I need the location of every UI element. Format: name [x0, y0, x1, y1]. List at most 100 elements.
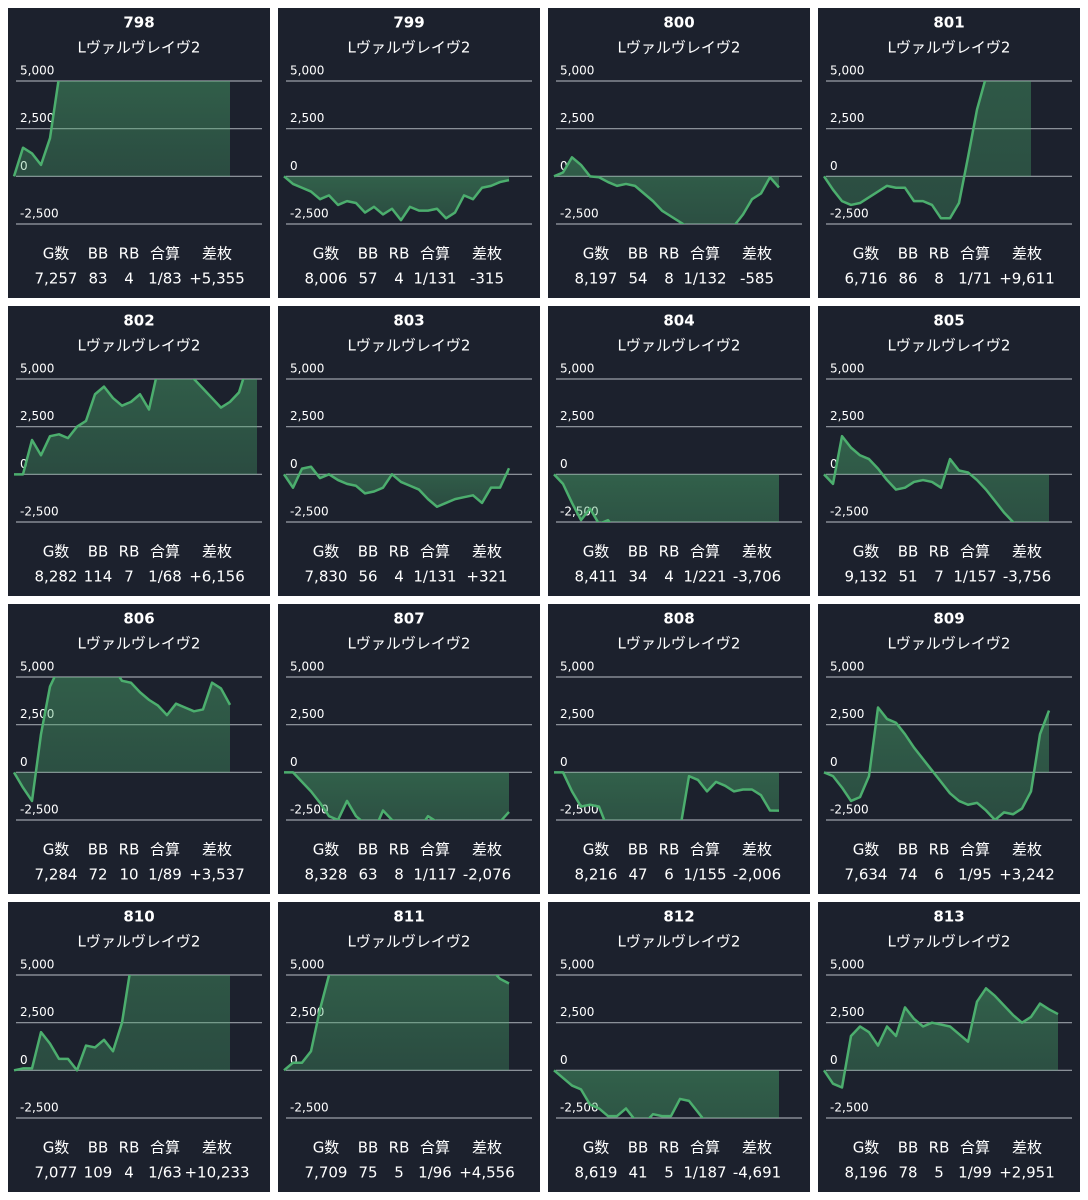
plot: [553, 1069, 779, 1118]
y-tick-label: 0: [560, 457, 568, 471]
stat-header: RB: [659, 841, 680, 859]
chart-title: 811: [393, 908, 424, 926]
stat-value: +3,537: [189, 866, 245, 884]
stat-header: 差枚: [742, 543, 772, 561]
stat-header: 差枚: [472, 841, 502, 859]
area: [824, 436, 1049, 522]
stat-header: RB: [929, 1139, 950, 1157]
line: [12, 677, 232, 803]
stat-value: 8,411: [575, 568, 618, 586]
stat-header: 合算: [690, 543, 720, 561]
stat-header: RB: [119, 841, 140, 859]
area: [824, 988, 1058, 1088]
area: [824, 81, 1031, 219]
stat-header: G数: [43, 245, 70, 263]
stat-value: 1/63: [148, 1164, 182, 1182]
stat-header: 合算: [420, 245, 450, 263]
stat-header: 差枚: [742, 245, 772, 263]
chart-title: 799: [393, 14, 424, 32]
chart-title: 806: [123, 610, 154, 628]
y-tick-label: 5,000: [20, 660, 54, 674]
stat-value: 1/187: [683, 1164, 726, 1182]
chart-title: 809: [933, 610, 964, 628]
stat-header: RB: [119, 245, 140, 263]
chart-panel: 810 Lヴァルヴレイヴ2 5,000 2,500 0 -2,500 G数 7,077 BB 10…: [8, 902, 270, 1192]
stat-header: BB: [358, 1139, 379, 1157]
stat-value: 4: [394, 568, 404, 586]
stat-header: RB: [389, 245, 410, 263]
chart-panel: 813 Lヴァルヴレイヴ2 5,000 2,500 0 -2,500 G数 8,196 BB 78…: [818, 902, 1080, 1192]
stat-value: 114: [84, 568, 113, 586]
chart-subtitle: Lヴァルヴレイヴ2: [618, 337, 741, 355]
stat-value: 5: [664, 1164, 674, 1182]
chart-subtitle: Lヴァルヴレイヴ2: [888, 337, 1011, 355]
chart-title: 801: [933, 14, 964, 32]
stat-value: +4,556: [459, 1164, 515, 1182]
stat-header: RB: [929, 245, 950, 263]
stat-header: 合算: [420, 1139, 450, 1157]
stat-value: 63: [358, 866, 377, 884]
y-tick-label: 2,500: [290, 111, 324, 125]
stat-value: 1/89: [148, 866, 182, 884]
stat-value: 1/132: [683, 270, 726, 288]
y-tick-label: 5,000: [290, 362, 324, 376]
y-tick-label: 0: [560, 755, 568, 769]
stat-header: G数: [313, 841, 340, 859]
stat-value: 5: [394, 1164, 404, 1182]
stat-header: 差枚: [472, 1139, 502, 1157]
chart-subtitle: Lヴァルヴレイヴ2: [78, 39, 201, 57]
stat-header: BB: [628, 543, 649, 561]
stat-header: BB: [898, 841, 919, 859]
stat-value: 7,830: [305, 568, 348, 586]
stat-header: RB: [659, 245, 680, 263]
plot: [284, 771, 510, 820]
stat-value: 8,006: [305, 270, 348, 288]
y-tick-label: 2,500: [20, 111, 54, 125]
line: [553, 473, 612, 522]
chart-title: 807: [393, 610, 424, 628]
stat-value: 1/99: [958, 1164, 992, 1182]
stat-header: RB: [119, 543, 140, 561]
y-tick-label: -2,500: [830, 803, 869, 817]
stat-value: 41: [628, 1164, 647, 1182]
stat-value: 1/71: [958, 270, 992, 288]
line: [553, 1069, 705, 1118]
stat-header: G数: [313, 245, 340, 263]
y-tick-label: 2,500: [830, 409, 864, 423]
stat-value: 47: [628, 866, 647, 884]
chart-subtitle: Lヴァルヴレイヴ2: [348, 39, 471, 57]
stat-header: 合算: [960, 1139, 990, 1157]
y-tick-label: 5,000: [20, 64, 54, 78]
y-tick-label: 0: [560, 1053, 568, 1067]
stat-value: 7,284: [35, 866, 78, 884]
area: [284, 772, 509, 820]
stat-value: 8,619: [575, 1164, 618, 1182]
area: [554, 1070, 779, 1118]
stat-header: RB: [389, 1139, 410, 1157]
stat-header: 合算: [150, 1139, 180, 1157]
line: [554, 771, 780, 820]
y-tick-label: -2,500: [20, 207, 59, 221]
stat-header: BB: [628, 841, 649, 859]
stat-value: 1/96: [418, 1164, 452, 1182]
y-tick-label: 5,000: [830, 64, 864, 78]
plot: [822, 987, 1059, 1089]
chart-title: 804: [663, 312, 694, 330]
y-tick-label: 0: [290, 755, 298, 769]
plot: [283, 975, 510, 1072]
stat-value: 8,197: [575, 270, 618, 288]
y-tick-label: 2,500: [560, 707, 594, 721]
chart-title: 812: [663, 908, 694, 926]
stat-value: 56: [358, 568, 377, 586]
stat-value: -3,706: [733, 568, 781, 586]
line: [283, 975, 510, 1072]
y-tick-label: 5,000: [560, 958, 594, 972]
line: [14, 379, 245, 476]
chart-panel: 808Lヴァルヴレイヴ25,0002,5000-2,500G数8,216BB47…: [548, 604, 810, 894]
line: [284, 771, 510, 820]
stat-value: 10: [119, 866, 138, 884]
stat-header: 差枚: [742, 1139, 772, 1157]
stat-header: BB: [88, 245, 109, 263]
chart-panel: 801 Lヴァルヴレイヴ2 5,000 2,500 0 -2,500 G数 6,716 BB 86…: [818, 8, 1080, 298]
chart-title: 808: [663, 610, 694, 628]
